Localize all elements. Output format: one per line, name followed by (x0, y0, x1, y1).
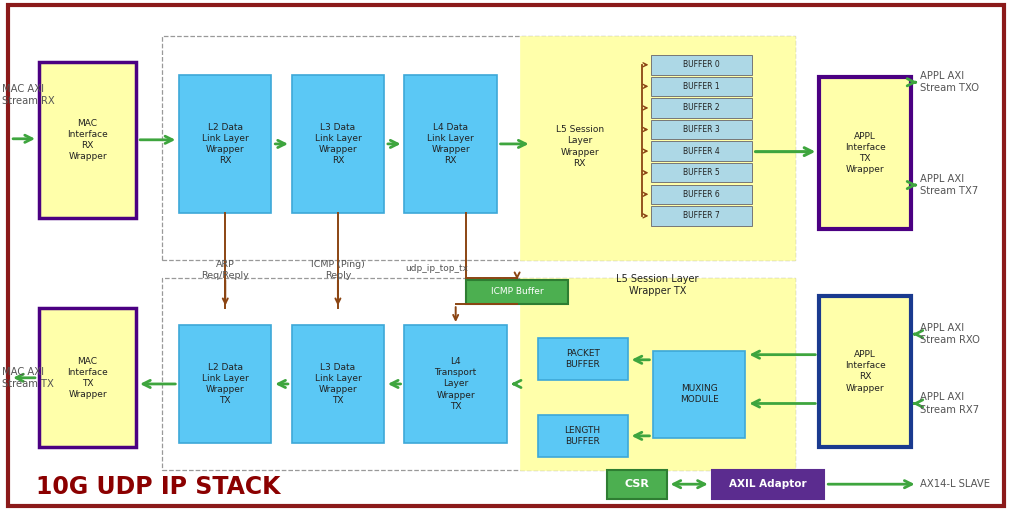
FancyBboxPatch shape (651, 77, 752, 96)
Text: BUFFER 6: BUFFER 6 (683, 190, 720, 199)
FancyBboxPatch shape (292, 75, 384, 213)
Text: BUFFER 7: BUFFER 7 (683, 211, 720, 221)
Text: BUFFER 0: BUFFER 0 (683, 60, 720, 69)
Text: MAC AXI
Stream RX: MAC AXI Stream RX (2, 84, 55, 106)
Text: L3 Data
Link Layer
Wrapper
RX: L3 Data Link Layer Wrapper RX (314, 123, 361, 165)
Text: MAC
Interface
TX
Wrapper: MAC Interface TX Wrapper (68, 357, 108, 399)
Text: BUFFER 4: BUFFER 4 (683, 146, 720, 156)
Text: udp_ip_top_tx: udp_ip_top_tx (406, 264, 469, 273)
Text: BUFFER 5: BUFFER 5 (683, 168, 720, 177)
FancyBboxPatch shape (520, 278, 795, 470)
Text: L3 Data
Link Layer
Wrapper
TX: L3 Data Link Layer Wrapper TX (314, 363, 361, 405)
Text: L5 Session Layer
Wrapper TX: L5 Session Layer Wrapper TX (616, 274, 698, 297)
Text: L4
Transport
Layer
Wrapper
TX: L4 Transport Layer Wrapper TX (434, 357, 477, 411)
FancyBboxPatch shape (8, 5, 1004, 506)
Text: APPL
Interface
RX
Wrapper: APPL Interface RX Wrapper (845, 350, 886, 393)
Text: APPL
Interface
TX
Wrapper: APPL Interface TX Wrapper (845, 132, 886, 174)
Text: MAC AXI
Stream TX: MAC AXI Stream TX (2, 366, 54, 389)
FancyBboxPatch shape (651, 120, 752, 139)
FancyBboxPatch shape (39, 308, 136, 447)
FancyBboxPatch shape (651, 163, 752, 182)
FancyBboxPatch shape (712, 470, 824, 499)
Text: L5 Session
Layer
Wrapper
RX: L5 Session Layer Wrapper RX (556, 125, 603, 168)
Text: BUFFER 1: BUFFER 1 (683, 82, 720, 91)
FancyBboxPatch shape (538, 338, 628, 380)
Text: APPL AXI
Stream TXO: APPL AXI Stream TXO (920, 71, 979, 94)
Text: ICMP Buffer: ICMP Buffer (490, 287, 544, 297)
FancyBboxPatch shape (607, 470, 667, 499)
Text: APPL AXI
Stream TX7: APPL AXI Stream TX7 (920, 174, 978, 196)
FancyBboxPatch shape (651, 55, 752, 75)
FancyBboxPatch shape (538, 415, 628, 457)
FancyBboxPatch shape (651, 141, 752, 161)
Text: ICMP (Ping)
Reply: ICMP (Ping) Reply (311, 260, 365, 280)
Text: APPL AXI
Stream RXO: APPL AXI Stream RXO (920, 323, 979, 345)
Text: 10G UDP IP STACK: 10G UDP IP STACK (37, 475, 281, 499)
Text: AX14-L SLAVE: AX14-L SLAVE (920, 479, 989, 489)
Text: LENGTH
BUFFER: LENGTH BUFFER (564, 426, 601, 447)
FancyBboxPatch shape (520, 36, 795, 260)
Text: AXIL Adaptor: AXIL Adaptor (729, 480, 807, 489)
Text: PACKET
BUFFER: PACKET BUFFER (565, 349, 600, 370)
Text: MAC
Interface
RX
Wrapper: MAC Interface RX Wrapper (68, 119, 108, 161)
FancyBboxPatch shape (292, 325, 384, 443)
Text: MUXING
MODULE: MUXING MODULE (680, 384, 719, 405)
FancyBboxPatch shape (651, 98, 752, 118)
FancyBboxPatch shape (651, 206, 752, 226)
Text: BUFFER 2: BUFFER 2 (683, 103, 720, 113)
Text: L4 Data
Link Layer
Wrapper
RX: L4 Data Link Layer Wrapper RX (427, 123, 474, 165)
FancyBboxPatch shape (179, 325, 271, 443)
FancyBboxPatch shape (404, 75, 497, 213)
FancyBboxPatch shape (179, 75, 271, 213)
FancyBboxPatch shape (651, 185, 752, 204)
FancyBboxPatch shape (819, 296, 911, 447)
Text: L2 Data
Link Layer
Wrapper
TX: L2 Data Link Layer Wrapper TX (202, 363, 249, 405)
FancyBboxPatch shape (532, 54, 627, 239)
FancyBboxPatch shape (404, 325, 507, 443)
Text: L2 Data
Link Layer
Wrapper
RX: L2 Data Link Layer Wrapper RX (202, 123, 249, 165)
FancyBboxPatch shape (653, 351, 745, 438)
Text: BUFFER 3: BUFFER 3 (683, 125, 720, 134)
Text: CSR: CSR (625, 480, 649, 489)
FancyBboxPatch shape (39, 62, 136, 218)
FancyBboxPatch shape (466, 280, 568, 304)
Text: ARP
Req/Reply: ARP Req/Reply (202, 260, 249, 280)
FancyBboxPatch shape (819, 77, 911, 229)
Text: APPL AXI
Stream RX7: APPL AXI Stream RX7 (920, 392, 979, 415)
